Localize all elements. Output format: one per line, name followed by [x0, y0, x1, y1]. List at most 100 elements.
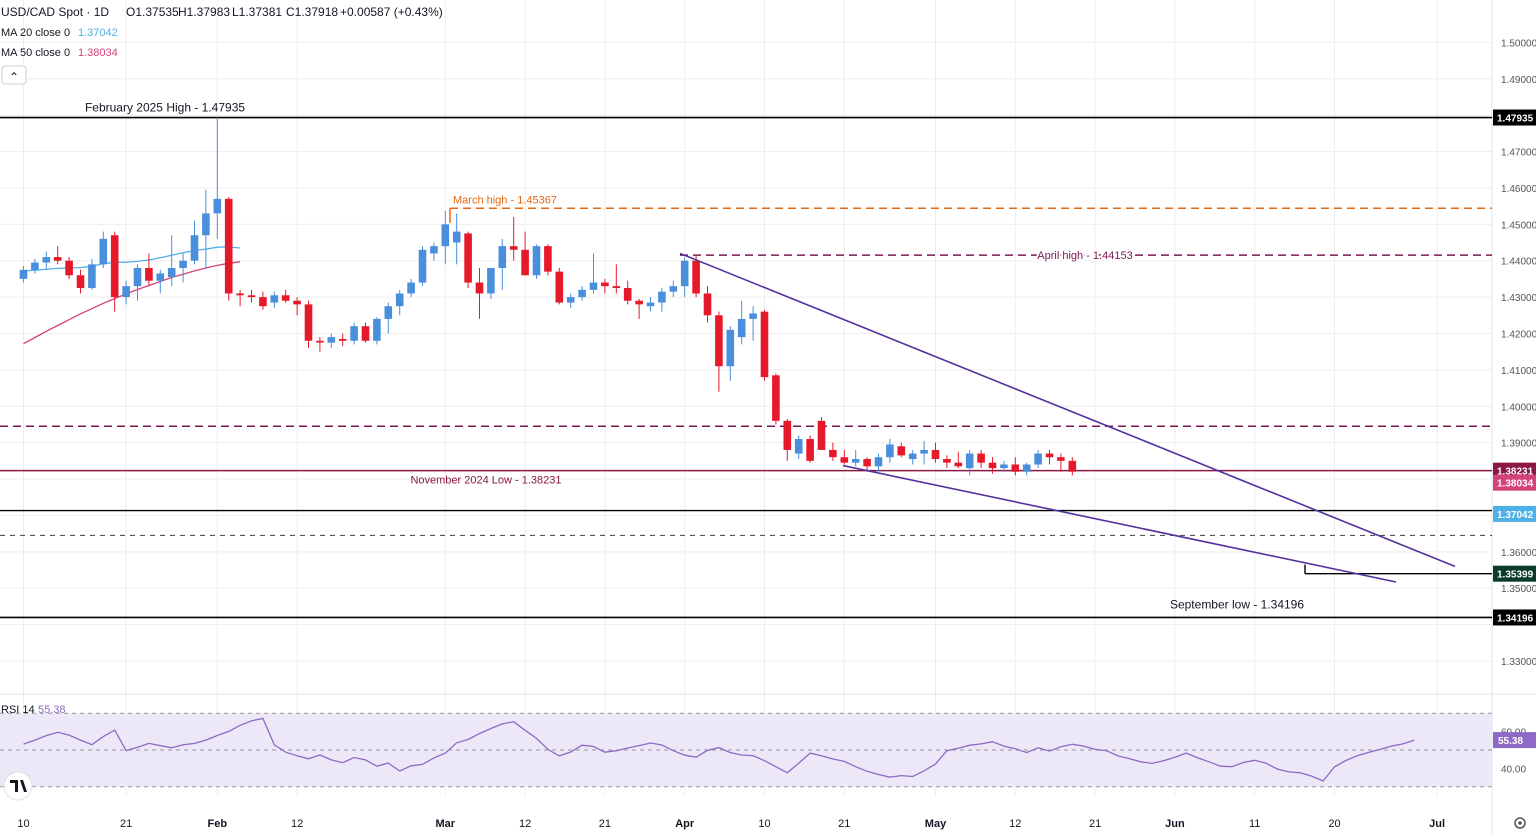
candle-body-36[interactable]: [430, 246, 438, 254]
rsi-line[interactable]: [23, 717, 1415, 782]
upper-trendline[interactable]: [679, 252, 1456, 568]
candle-body-40[interactable]: [475, 282, 484, 294]
candle-body-61[interactable]: [715, 315, 723, 367]
symbol-title[interactable]: USD/CAD Spot · 1D: [1, 5, 109, 19]
candle-body-47[interactable]: [555, 271, 564, 303]
candle-body-15[interactable]: [190, 235, 199, 261]
candle-body-84[interactable]: [977, 453, 985, 463]
candle-body-64[interactable]: [749, 313, 757, 319]
ma20-line[interactable]: [23, 246, 241, 272]
ma20-label[interactable]: MA 20 close 0: [1, 27, 70, 39]
candle-body-27[interactable]: [327, 337, 336, 343]
candle-body-92[interactable]: [1068, 460, 1077, 472]
candle-body-7[interactable]: [99, 238, 108, 265]
candle-body-1[interactable]: [31, 262, 39, 270]
candle-body-75[interactable]: [874, 457, 883, 467]
candle-body-63[interactable]: [737, 318, 746, 338]
candle-body-4[interactable]: [65, 260, 73, 276]
candle-body-48[interactable]: [566, 297, 575, 303]
candle-body-3[interactable]: [53, 257, 62, 261]
collapse-legend-button[interactable]: [1, 65, 27, 85]
candle-body-41[interactable]: [487, 267, 495, 294]
candle-body-86[interactable]: [1000, 464, 1008, 469]
candle-body-35[interactable]: [418, 249, 427, 283]
candle-body-82[interactable]: [954, 462, 963, 467]
candle-body-11[interactable]: [145, 267, 153, 281]
candle-body-6[interactable]: [88, 264, 96, 289]
candle-body-30[interactable]: [361, 326, 370, 341]
candle-body-33[interactable]: [395, 293, 404, 307]
candle-body-44[interactable]: [521, 249, 529, 276]
candle-body-89[interactable]: [1034, 453, 1042, 465]
candle-body-68[interactable]: [794, 439, 803, 454]
candle-body-39[interactable]: [464, 233, 472, 283]
candle-body-55[interactable]: [646, 302, 655, 307]
candle-body-49[interactable]: [578, 289, 586, 298]
tradingview-logo-icon[interactable]: [3, 771, 33, 801]
candle-body-52[interactable]: [612, 286, 621, 289]
candle-body-91[interactable]: [1057, 457, 1065, 461]
candle-body-67[interactable]: [783, 420, 792, 450]
candle-body-54[interactable]: [635, 300, 643, 305]
candle-body-81[interactable]: [943, 459, 951, 463]
candle-body-57[interactable]: [669, 286, 678, 292]
candle-body-56[interactable]: [658, 291, 666, 303]
candle-body-25[interactable]: [304, 304, 313, 341]
candle-body-5[interactable]: [76, 275, 85, 289]
candle-body-60[interactable]: [703, 293, 712, 316]
candle-body-21[interactable]: [259, 297, 267, 307]
candle-body-83[interactable]: [965, 453, 974, 469]
candle-body-29[interactable]: [350, 326, 358, 341]
candle-body-43[interactable]: [509, 246, 518, 250]
candle-body-32[interactable]: [384, 306, 393, 319]
candle-body-87[interactable]: [1011, 464, 1020, 472]
candle-body-74[interactable]: [863, 459, 871, 467]
candle-body-13[interactable]: [167, 267, 176, 278]
candle-body-19[interactable]: [236, 293, 244, 296]
candle-body-51[interactable]: [601, 282, 609, 287]
candle-body-69[interactable]: [806, 439, 814, 461]
candle-body-46[interactable]: [544, 246, 552, 272]
candle-body-20[interactable]: [247, 295, 256, 298]
candle-body-18[interactable]: [224, 198, 233, 294]
candle-body-12[interactable]: [156, 273, 165, 281]
candle-body-8[interactable]: [110, 235, 119, 298]
candle-body-59[interactable]: [692, 260, 700, 294]
candle-body-76[interactable]: [886, 444, 894, 458]
candle-body-14[interactable]: [179, 260, 187, 268]
candle-body-66[interactable]: [772, 375, 780, 421]
lower-trendline[interactable]: [842, 464, 1397, 583]
candle-body-26[interactable]: [316, 340, 324, 343]
candle-body-9[interactable]: [122, 286, 130, 298]
candle-body-70[interactable]: [817, 420, 826, 450]
candle-body-45[interactable]: [532, 246, 541, 276]
candle-body-53[interactable]: [623, 288, 632, 301]
candle-body-50[interactable]: [589, 282, 598, 290]
candle-body-16[interactable]: [202, 213, 210, 236]
candle-body-38[interactable]: [452, 231, 461, 243]
gear-icon[interactable]: [1514, 817, 1526, 829]
candle-body-42[interactable]: [498, 246, 507, 268]
candle-body-31[interactable]: [373, 318, 381, 341]
rsi-label[interactable]: RSI 14: [1, 704, 35, 716]
candle-body-37[interactable]: [441, 224, 450, 247]
candle-body-17[interactable]: [213, 198, 222, 214]
candle-body-28[interactable]: [338, 338, 347, 341]
candle-body-22[interactable]: [270, 295, 279, 303]
candle-body-77[interactable]: [897, 446, 906, 456]
candle-body-34[interactable]: [407, 282, 415, 294]
candle-body-0[interactable]: [19, 269, 28, 279]
candle-body-23[interactable]: [281, 295, 290, 301]
candle-body-71[interactable]: [829, 449, 837, 458]
candle-body-2[interactable]: [42, 257, 51, 263]
candle-body-79[interactable]: [920, 449, 928, 454]
candle-body-72[interactable]: [840, 457, 849, 463]
candle-body-10[interactable]: [133, 267, 142, 287]
ma50-line[interactable]: [23, 261, 241, 345]
candle-body-90[interactable]: [1045, 453, 1054, 458]
candle-body-78[interactable]: [908, 453, 917, 460]
ma50-label[interactable]: MA 50 close 0: [1, 47, 70, 59]
candle-body-73[interactable]: [851, 459, 860, 463]
candle-body-62[interactable]: [726, 329, 735, 367]
